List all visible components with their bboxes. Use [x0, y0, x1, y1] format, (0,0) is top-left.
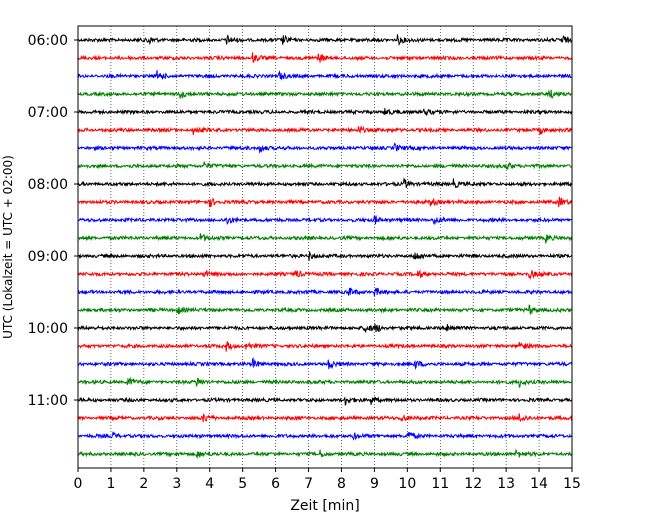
y-axis-label: UTC (Lokalzeit = UTC + 02:00) — [1, 155, 15, 339]
trace-line — [77, 251, 573, 261]
trace-line — [77, 396, 573, 407]
x-tick-label: 12 — [464, 476, 482, 492]
y-tick-label: 06:00 — [28, 33, 68, 49]
x-tick-label: 1 — [106, 476, 115, 492]
y-tick-label: 10:00 — [28, 321, 68, 337]
trace-line — [77, 142, 573, 154]
x-tick-label: 0 — [74, 476, 83, 492]
x-tick-label: 7 — [304, 476, 313, 492]
trace-line — [77, 161, 573, 170]
x-tick-label: 9 — [370, 476, 379, 492]
y-tick-label: 09:00 — [28, 249, 68, 265]
x-tick-label: 11 — [431, 476, 449, 492]
trace-line — [77, 287, 573, 297]
x-tick-label: 2 — [139, 476, 148, 492]
trace-line — [77, 356, 573, 370]
x-tick-label: 3 — [172, 476, 181, 492]
trace-line — [77, 448, 573, 460]
trace-line — [77, 413, 573, 423]
trace-line — [77, 269, 573, 280]
x-tick-label: 15 — [563, 476, 581, 492]
trace-line — [77, 341, 573, 352]
grid-lines — [77, 26, 573, 468]
x-tick-label: 10 — [398, 476, 416, 492]
x-tick-label: 5 — [238, 476, 247, 492]
trace-line — [77, 108, 573, 116]
traces — [77, 34, 573, 460]
trace-line — [77, 89, 573, 99]
y-axis-ticks: 06:00 07:00 08:00 09:00 10:00 11:00 — [28, 33, 78, 409]
trace-line — [77, 323, 573, 333]
x-tick-label: 13 — [497, 476, 515, 492]
x-tick-label: 14 — [530, 476, 548, 492]
trace-line — [77, 125, 573, 136]
trace-line — [77, 304, 573, 315]
y-tick-label: 08:00 — [28, 177, 68, 193]
trace-line — [77, 196, 573, 208]
y-tick-label: 11:00 — [28, 393, 68, 409]
trace-line — [77, 177, 573, 189]
y-tick-label: 07:00 — [28, 105, 68, 121]
x-tick-label: 6 — [271, 476, 280, 492]
trace-line — [77, 376, 573, 389]
plot-frame — [77, 25, 573, 469]
trace-line — [77, 233, 573, 244]
trace-line — [77, 52, 573, 63]
x-axis-label: Zeit [min] — [290, 498, 359, 514]
x-axis-ticks: 0 1 2 3 4 5 6 7 8 9 10 11 12 13 14 15 — [74, 468, 581, 492]
trace-line — [77, 431, 573, 441]
x-tick-label: 4 — [205, 476, 214, 492]
trace-line — [77, 215, 573, 226]
trace-line — [77, 69, 573, 81]
trace-line — [77, 34, 573, 47]
x-tick-label: 8 — [337, 476, 346, 492]
